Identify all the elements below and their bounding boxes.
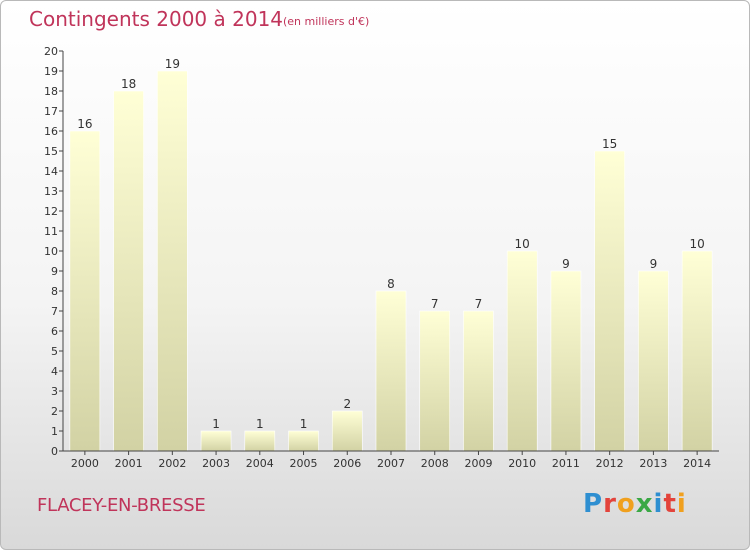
logo-letter: x — [635, 489, 654, 519]
y-tick-label: 8 — [51, 285, 58, 298]
x-tick-label: 2007 — [377, 457, 405, 470]
x-tick-label: 2010 — [508, 457, 536, 470]
x-tick-label: 2008 — [421, 457, 449, 470]
bar-value-label: 19 — [165, 57, 180, 71]
bar-value-label: 1 — [212, 417, 220, 431]
bar — [113, 90, 144, 452]
logo-letter: r — [603, 489, 617, 519]
y-tick-label: 6 — [51, 325, 58, 338]
logo-letter: i — [653, 489, 664, 519]
bar — [69, 130, 101, 452]
x-tick-label: 2002 — [158, 457, 186, 470]
bar-value-label: 1 — [256, 417, 264, 431]
y-tick-label: 7 — [51, 305, 58, 318]
bar — [200, 430, 232, 452]
y-tick-label: 19 — [44, 65, 58, 78]
bar — [288, 430, 319, 452]
bar — [463, 310, 494, 452]
y-tick-label: 20 — [44, 45, 58, 58]
bar — [506, 250, 538, 452]
logo-letter: t — [663, 489, 677, 519]
chart-subtitle: (en milliers d'€) — [283, 15, 370, 28]
bar-value-label: 7 — [431, 297, 439, 311]
x-tick-label: 2006 — [333, 457, 361, 470]
bar-value-label: 9 — [562, 257, 570, 271]
logo-letter: i — [676, 489, 687, 519]
proxiti-logo[interactable]: Proxiti — [583, 489, 687, 519]
bar — [419, 310, 451, 452]
commune-name: FLACEY-EN-BRESSE — [37, 495, 206, 516]
bar-value-label: 15 — [602, 137, 617, 151]
x-tick-label: 2000 — [71, 457, 99, 470]
x-tick-label: 2009 — [464, 457, 492, 470]
bar-value-label: 1 — [300, 417, 308, 431]
y-tick-label: 9 — [51, 265, 58, 278]
y-tick-label: 14 — [44, 165, 58, 178]
bar — [681, 250, 713, 452]
bar — [157, 70, 188, 452]
bar — [638, 270, 669, 452]
bar-value-label: 2 — [343, 397, 351, 411]
y-tick-label: 18 — [44, 85, 58, 98]
bar — [550, 270, 582, 452]
x-tick-label: 2003 — [202, 457, 230, 470]
y-tick-label: 5 — [51, 345, 58, 358]
bar-value-label: 16 — [77, 117, 92, 131]
x-tick-label: 2001 — [115, 457, 143, 470]
bar — [375, 290, 407, 452]
y-tick-label: 0 — [51, 445, 58, 458]
bar — [594, 150, 625, 452]
y-tick-label: 10 — [44, 245, 58, 258]
y-tick-label: 3 — [51, 385, 58, 398]
y-tick-label: 17 — [44, 105, 58, 118]
bar-value-label: 8 — [387, 277, 395, 291]
x-tick-label: 2011 — [552, 457, 580, 470]
bar-value-label: 9 — [650, 257, 658, 271]
x-tick-label: 2004 — [246, 457, 274, 470]
x-tick-label: 2012 — [596, 457, 624, 470]
chart-title: Contingents 2000 à 2014 — [29, 7, 284, 31]
logo-letter: P — [583, 489, 604, 519]
logo-letter: o — [616, 489, 636, 519]
x-tick-label: 2014 — [683, 457, 711, 470]
bar-value-label: 7 — [475, 297, 483, 311]
y-tick-label: 13 — [44, 185, 58, 198]
bar — [244, 430, 276, 452]
x-tick-label: 2013 — [639, 457, 667, 470]
y-tick-label: 11 — [44, 225, 58, 238]
y-tick-label: 2 — [51, 405, 58, 418]
bar-value-label: 10 — [689, 237, 704, 251]
x-axis: 2000 2001 2002 2003 2004 2005 2006 2007 2008 2009… — [63, 450, 719, 470]
y-tick-label: 4 — [51, 365, 58, 378]
bar — [331, 410, 363, 452]
y-tick-label: 15 — [44, 145, 58, 158]
bars: 16 18 19 1 1 1 2 8 7 7 10 9 15 9 10 — [69, 57, 713, 452]
bar-value-label: 18 — [121, 77, 136, 91]
y-tick-label: 16 — [44, 125, 58, 138]
y-tick-label: 1 — [51, 425, 58, 438]
bar-value-label: 10 — [515, 237, 530, 251]
y-tick-label: 12 — [44, 205, 58, 218]
x-tick-label: 2005 — [290, 457, 318, 470]
